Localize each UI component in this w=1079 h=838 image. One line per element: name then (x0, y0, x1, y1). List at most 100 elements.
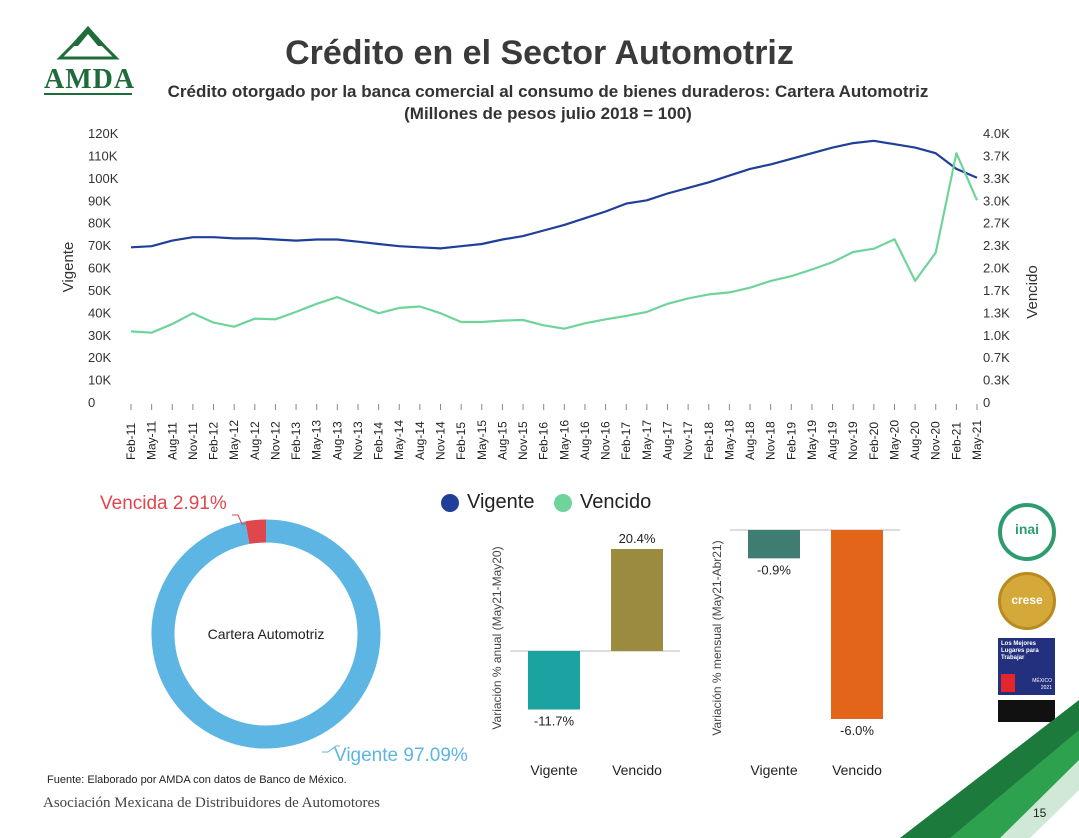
subtitle-line-1: Crédito otorgado por la banca comercial … (167, 82, 929, 101)
x-tick-label: Feb-16 (537, 422, 551, 460)
gptw-line-2: Lugares para (1001, 648, 1039, 654)
x-tick-label: Feb-19 (784, 422, 798, 460)
x-tick-label: Nov-16 (599, 421, 613, 460)
bar-y-axis-label: Variación % anual (May21-May20) (490, 546, 504, 729)
x-tick-label: Aug-13 (330, 421, 344, 460)
x-tick-label: Feb-14 (372, 422, 386, 460)
y2-tick-label: 2.7K (983, 216, 1010, 231)
x-tick-label: Feb-11 (124, 423, 138, 460)
donut-label-vigente: Vigente 97.09% (334, 745, 468, 766)
gptw-line-1: Los Mejores (1001, 641, 1037, 647)
y-tick-label: 70K (88, 238, 111, 253)
y-tick-label: 0 (88, 395, 95, 410)
x-tick-label: Aug-19 (826, 421, 840, 460)
x-tick-label: Feb-13 (289, 422, 303, 460)
x-tick-label: May-18 (722, 420, 736, 460)
x-tick-label: Nov-15 (516, 421, 530, 460)
y-tick-label: 110K (88, 148, 118, 163)
bar-category-label: Vigente (530, 762, 577, 778)
y2-tick-label: 3.7K (983, 148, 1010, 163)
x-tick-label: Aug-12 (248, 421, 262, 460)
donut-leader-vencida (232, 514, 260, 525)
x-tick-label: May-17 (640, 420, 654, 460)
crese-text: crese (1011, 593, 1043, 607)
x-tick-label: May-19 (805, 420, 819, 460)
x-tick-label: May-21 (970, 420, 984, 460)
y-tick-label: 90K (88, 193, 111, 208)
bar-value-label: -11.7% (534, 714, 575, 729)
x-tick-label: Aug-17 (660, 421, 674, 460)
crese-badge: crese (998, 572, 1056, 630)
legend-vencido-marker (554, 493, 573, 512)
y-tick-label: 20K (88, 350, 111, 365)
bar-vencido (831, 530, 883, 719)
y2-tick-label: 2.3K (983, 238, 1010, 253)
bar-value-label: -6.0% (840, 723, 874, 738)
gptw-line-3: Trabajar (1001, 655, 1025, 661)
y2-axis-label: Vencido (1024, 265, 1041, 318)
gptw-badge: Los Mejores Lugares para Trabajar MÉXICO… (998, 638, 1055, 695)
x-tick-label: Feb-15 (454, 422, 468, 460)
x-tick-label: May-13 (310, 420, 324, 460)
x-tick-label: May-16 (557, 420, 571, 460)
y-tick-label: 10K (88, 373, 111, 388)
bar-vigente (748, 530, 800, 559)
y2-tick-label: 2.0K (983, 261, 1010, 276)
amda-logo (44, 26, 132, 95)
gptw-year: MÉXICO 2021 (1032, 678, 1052, 691)
y-tick-label: 40K (88, 305, 111, 320)
corner-decoration (900, 700, 1079, 838)
bar-vigente (528, 651, 580, 710)
x-tick-label: Aug-14 (413, 421, 427, 460)
bar-value-label: 20.4% (619, 531, 656, 546)
x-tick-label: May-20 (887, 420, 901, 460)
y2-tick-label: 1.7K (983, 283, 1010, 298)
x-tick-label: Aug-11 (165, 422, 179, 460)
y-tick-label: 50K (88, 283, 111, 298)
legend: Vigente Vencido (441, 491, 665, 514)
subtitle-line-2: (Millones de pesos julio 2018 = 100) (404, 104, 692, 123)
y2-tick-label: 3.0K (983, 193, 1010, 208)
bar-category-label: Vencido (612, 762, 662, 778)
x-tick-label: Aug-20 (908, 421, 922, 460)
x-tick-label: Nov-12 (268, 421, 282, 460)
x-tick-label: Nov-13 (351, 421, 365, 460)
y-tick-label: 100K (88, 171, 119, 186)
y2-tick-label: 0 (983, 395, 990, 410)
x-tick-label: Feb-21 (949, 422, 963, 460)
page-title: Crédito en el Sector Automotriz (285, 34, 794, 72)
logo-text: AMDA (44, 64, 136, 95)
organization-name: Asociación Mexicana de Distribuidores de… (43, 795, 381, 811)
donut-leader-vigente (322, 745, 340, 753)
x-tick-label: Feb-20 (867, 422, 881, 460)
dark-band (998, 700, 1055, 722)
bar-category-label: Vigente (750, 762, 797, 778)
y2-tick-label: 1.0K (983, 328, 1010, 343)
inai-badge: inai (998, 503, 1056, 561)
x-tick-label: Aug-15 (495, 421, 509, 460)
legend-vigente-marker (441, 493, 459, 512)
series-line-vencido (130, 152, 979, 334)
bar-category-label: Vencido (832, 762, 882, 778)
donut-slice-vigente (151, 519, 381, 749)
x-tick-label: Feb-12 (207, 422, 221, 460)
x-tick-label: May-15 (475, 420, 489, 460)
y-tick-label: 30K (88, 328, 111, 343)
gptw-red-mark (1001, 674, 1015, 692)
x-tick-label: Aug-16 (578, 421, 592, 460)
page-number: 15 (1033, 806, 1047, 820)
y-tick-label: 120K (88, 126, 119, 141)
inai-text: inai (1014, 521, 1040, 537)
donut-chart: Cartera Automotriz Vencida 2.91% Vigente 9… (100, 493, 468, 766)
line-chart: 0 10K 20K 30K 40K 50K 60K 70K 80K 90K 100K 110K 120K… (60, 126, 1041, 460)
legend-vigente-label: Vigente (467, 491, 535, 514)
y2-tick-label: 3.3K (983, 171, 1010, 186)
y2-tick-label: 1.3K (983, 305, 1010, 320)
donut-center-label: Cartera Automotriz (208, 626, 325, 642)
series-line-vigente (130, 139, 978, 250)
x-tick-label: Aug-18 (743, 421, 757, 460)
x-tick-label: Nov-11 (186, 422, 200, 460)
bar-y-axis-label: Variación % mensual (May21-Abr21) (710, 540, 724, 735)
y-axis-label: Vigente (60, 242, 77, 293)
x-tick-label: Nov-20 (929, 421, 943, 460)
